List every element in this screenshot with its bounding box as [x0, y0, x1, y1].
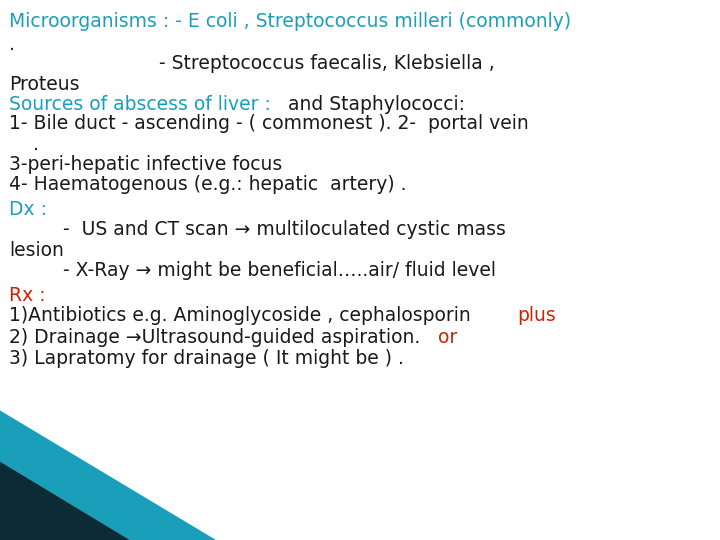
- Polygon shape: [0, 462, 130, 540]
- Text: Proteus: Proteus: [9, 75, 80, 93]
- Text: 3) Lapratomy for drainage ( It might be ) .: 3) Lapratomy for drainage ( It might be …: [9, 349, 404, 368]
- Text: 2) Drainage →Ultrasound-guided aspiration.: 2) Drainage →Ultrasound-guided aspiratio…: [9, 328, 420, 347]
- Text: Rx :: Rx :: [9, 286, 46, 305]
- Text: Sources of abscess of liver :: Sources of abscess of liver :: [9, 94, 271, 113]
- Text: .: .: [9, 35, 15, 54]
- Text: lesion: lesion: [9, 241, 64, 260]
- Text: - Streptococcus faecalis, Klebsiella ,: - Streptococcus faecalis, Klebsiella ,: [9, 54, 495, 73]
- Text: Microorganisms : - E coli , Streptococcus milleri (commonly): Microorganisms : - E coli , Streptococcu…: [9, 12, 572, 31]
- Text: .: .: [9, 135, 39, 154]
- Text: 1)Antibiotics e.g. Aminoglycoside , cephalosporin: 1)Antibiotics e.g. Aminoglycoside , ceph…: [9, 306, 471, 325]
- Text: or: or: [438, 328, 457, 347]
- Text: plus: plus: [517, 306, 556, 325]
- Text: 4- Haematogenous (e.g.: hepatic  artery) .: 4- Haematogenous (e.g.: hepatic artery) …: [9, 176, 407, 194]
- Text: and Staphylococci:: and Staphylococci:: [288, 94, 465, 113]
- Text: 1- Bile duct - ascending - ( commonest ). 2-  portal vein: 1- Bile duct - ascending - ( commonest )…: [9, 114, 529, 133]
- Text: -  US and CT scan → multiloculated cystic mass: - US and CT scan → multiloculated cystic…: [9, 220, 506, 239]
- Text: - X-Ray → might be beneficial…..air/ fluid level: - X-Ray → might be beneficial…..air/ flu…: [9, 261, 496, 280]
- Polygon shape: [0, 410, 216, 540]
- Text: Dx :: Dx :: [9, 200, 48, 219]
- Text: 3-peri-hepatic infective focus: 3-peri-hepatic infective focus: [9, 155, 283, 174]
